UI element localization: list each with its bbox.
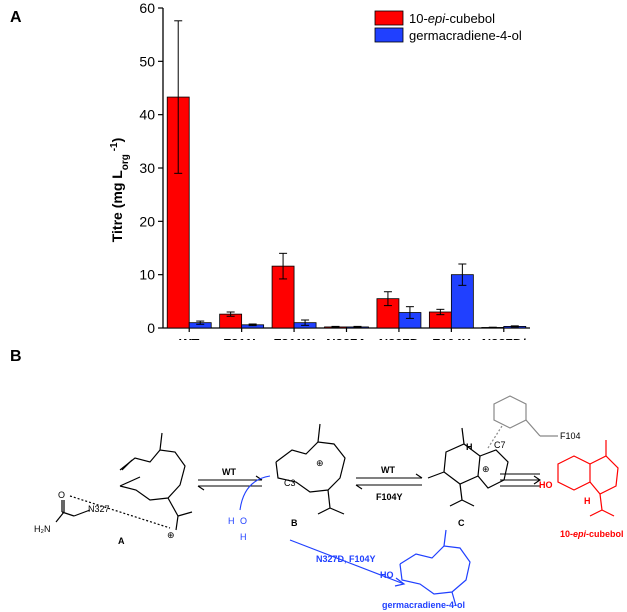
multistep-arrow xyxy=(500,473,541,487)
product1-ho: HO xyxy=(539,480,553,490)
legend-swatch xyxy=(374,27,404,43)
y-axis-label: Titre (mg Lorg -1) xyxy=(109,138,131,243)
amide-n: H₂N xyxy=(34,524,51,534)
label-h-c: H xyxy=(466,442,473,452)
arrow2-top-label: WT xyxy=(381,465,395,475)
product-germacradiene-4-ol-structure xyxy=(399,529,471,607)
x-tick-label: F211L xyxy=(223,336,260,340)
arrow3-label: N327D, F104Y xyxy=(316,554,376,564)
bar-chart: A Titre (mg Lorg -1) 0 10 20 30 40 50 60 WT F211… xyxy=(10,0,530,340)
carbocation-b: ⊕ xyxy=(316,458,324,468)
legend: 10-epi-cubebol germacradiene-4-ol xyxy=(373,7,525,45)
y-tick-label: 20 xyxy=(139,213,155,229)
carbocation-a: ⊕ xyxy=(167,530,175,540)
label-c: C xyxy=(458,518,465,528)
intermediate-a-structure xyxy=(55,432,193,531)
equilibrium-arrow-1 xyxy=(197,475,263,491)
c7-label: C7 xyxy=(494,440,506,450)
x-tick-label: N327D xyxy=(379,336,419,340)
water-h1: H xyxy=(228,516,235,526)
y-tick-label: 50 xyxy=(139,53,155,69)
legend-swatch xyxy=(374,10,404,26)
legend-label: germacradiene-4-ol xyxy=(409,28,522,43)
svg-text:Titre (mg Lorg -1): Titre (mg Lorg -1) xyxy=(109,138,131,243)
product1-name: 10-epi-cubebol xyxy=(560,529,624,539)
product-10-epi-cubebol-structure xyxy=(557,440,619,517)
residue-n327: N327 xyxy=(88,504,110,514)
y-tick-label: 0 xyxy=(147,320,155,336)
product2-name: germacradiene-4-ol xyxy=(382,600,465,610)
y-tick-label: 10 xyxy=(139,267,155,283)
product2-ho: HO xyxy=(380,570,394,580)
water-h2: H xyxy=(240,532,247,542)
x-tick-label: F104Y xyxy=(432,336,471,340)
intermediate-b-structure xyxy=(275,423,346,515)
reaction-scheme: B O H₂N N327 ⊕ A WT C3 ⊕ H O H B xyxy=(10,348,624,610)
arrow-to-germacradienol xyxy=(289,539,406,587)
equilibrium-arrow-2 xyxy=(355,473,423,490)
legend-label: 10-epi-cubebol xyxy=(409,11,495,26)
y-tick-label: 60 xyxy=(139,0,155,16)
x-tick-label: F211W xyxy=(273,336,315,340)
residue-f104: F104 xyxy=(560,431,581,441)
label-a: A xyxy=(118,536,125,546)
panel-b-label: B xyxy=(10,348,22,365)
carbocation-c: ⊕ xyxy=(482,464,490,474)
amide-o: O xyxy=(58,490,65,500)
y-tick-label: 40 xyxy=(139,107,155,123)
x-tick-label: N327D/F211W xyxy=(482,336,526,340)
x-tick-label: WT xyxy=(179,336,199,340)
panel-a-label: A xyxy=(10,9,22,26)
x-tick-label: N327A xyxy=(326,336,367,340)
water-o: O xyxy=(240,516,247,526)
label-b: B xyxy=(291,518,298,528)
c3-label: C3 xyxy=(284,478,296,488)
arrow2-bottom-label: F104Y xyxy=(376,492,403,502)
product1-h: H xyxy=(584,496,591,506)
intermediate-c-structure xyxy=(427,395,558,507)
water-attack-arrow xyxy=(239,475,271,511)
arrow1-label: WT xyxy=(222,467,236,477)
y-tick-label: 30 xyxy=(139,160,155,176)
